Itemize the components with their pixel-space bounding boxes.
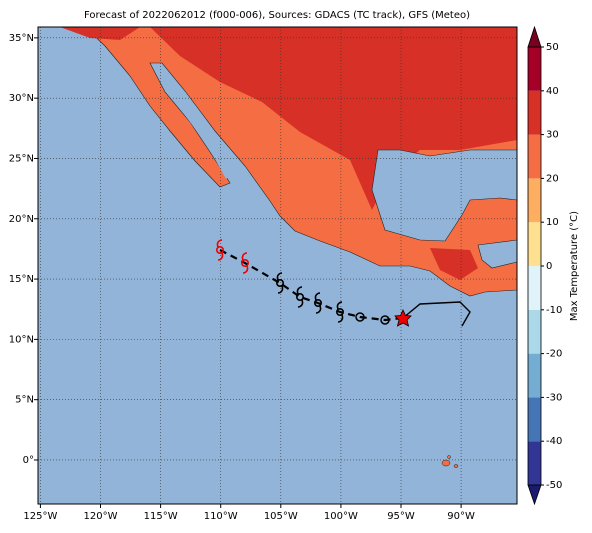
grid — [38, 27, 517, 504]
colorbar-extend-over — [527, 25, 542, 48]
colorbar-tick-label: -30 — [546, 392, 562, 403]
hot-region — [430, 248, 478, 280]
map-title: Forecast of 2022062012 (f000-006), Sourc… — [84, 10, 470, 21]
x-tick-label: 125°W — [23, 511, 57, 522]
y-tick-label: 0° — [23, 455, 34, 466]
x-tick-label: 105°W — [264, 511, 298, 522]
colorbar-tick-label: -10 — [546, 305, 562, 316]
y-tick-label: 35°N — [9, 33, 34, 44]
colorbar-tick-label: -40 — [546, 436, 562, 447]
caribbean — [477, 239, 517, 269]
colorbar-bin — [528, 178, 541, 223]
map-frame — [37, 26, 518, 505]
colorbar-bin — [528, 222, 541, 266]
tc-point — [380, 315, 390, 325]
map-body — [38, 27, 517, 504]
y-tick-label: 15°N — [9, 274, 34, 285]
colorbar-bin — [528, 441, 541, 485]
y-tick-label: 20°N — [9, 214, 34, 225]
colorbar-bin — [528, 309, 541, 354]
gulf-of-mexico — [371, 149, 517, 242]
colorbar-tick-label: -50 — [546, 480, 562, 491]
colorbar-bin — [528, 266, 541, 310]
x-tick-label: 95°W — [387, 511, 415, 522]
x-tick-label: 110°W — [204, 511, 238, 522]
colorbar-bin — [528, 90, 541, 135]
colorbar-bin — [528, 353, 541, 398]
colorbar-tick-label: 20 — [546, 173, 559, 184]
colorbar-tick-label: 10 — [546, 217, 559, 228]
forecast-track — [219, 249, 404, 322]
colorbar: -50 -40 -30 -20 -10 0 10 20 30 40 50 — [527, 25, 562, 506]
past-track — [402, 301, 471, 327]
colorbar-tick-label: 30 — [546, 130, 559, 141]
tc-current-position — [394, 309, 412, 327]
colorbar-tick-label: 0 — [546, 261, 552, 272]
y-tick-label: 10°N — [9, 334, 34, 345]
gulf-of-california — [152, 66, 240, 179]
colorbar-label: Max Temperature (°C) — [569, 211, 580, 321]
colorbar-tick-label: 40 — [546, 86, 559, 97]
colorbar-bin — [528, 397, 541, 442]
colorbar-tick-label: -20 — [546, 349, 562, 360]
colorbar-bin — [528, 134, 541, 179]
x-tick-label: 100°W — [324, 511, 358, 522]
colorbar-extend-under — [527, 484, 542, 506]
tc-point — [355, 312, 365, 322]
hot-region — [60, 27, 140, 40]
x-tick-label: 115°W — [144, 511, 178, 522]
hot-region — [150, 27, 517, 210]
y-tick-label: 5°N — [15, 395, 34, 406]
x-tick-label: 90°W — [447, 511, 475, 522]
x-tick-label: 120°W — [84, 511, 118, 522]
colorbar-tick-label: 50 — [546, 42, 559, 53]
tc-track — [216, 239, 471, 327]
y-tick-label: 30°N — [9, 93, 34, 104]
colorbar-bin — [528, 47, 541, 91]
y-tick-label: 25°N — [9, 153, 34, 164]
